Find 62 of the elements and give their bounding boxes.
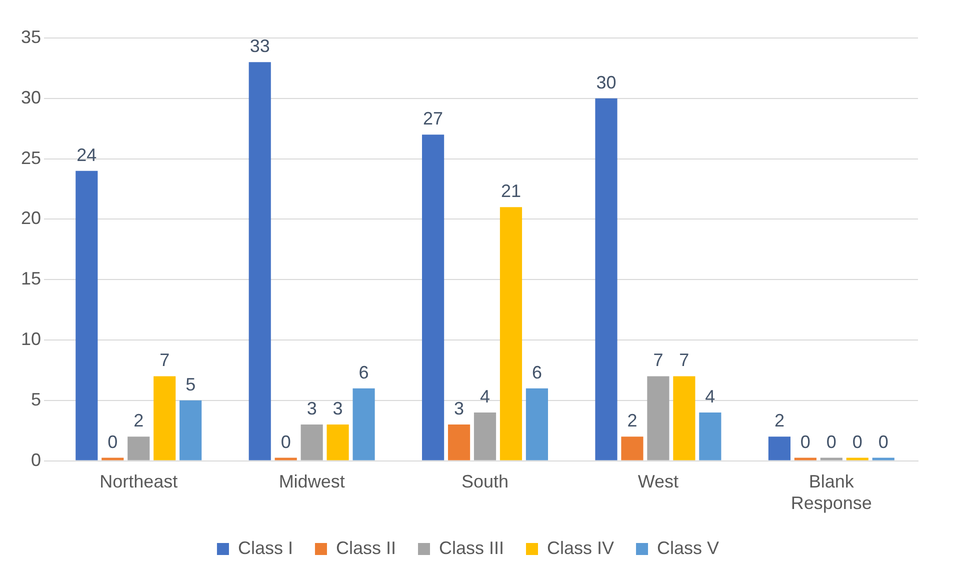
data-label: 4 [480,386,490,406]
data-label: 0 [108,432,118,452]
bar [768,436,790,460]
x-tick-label: Blank Response [790,472,872,514]
data-label: 30 [596,72,616,92]
legend-label: Class III [438,538,504,558]
y-tick-label: 20 [20,208,42,228]
y-tick-label: 5 [31,389,42,410]
bar [699,412,722,460]
bar [647,376,670,460]
data-label: 6 [358,362,369,382]
data-label: 2 [774,410,784,431]
data-label: 7 [653,350,664,370]
data-label: 33 [250,36,270,56]
legend-label: Class I [238,538,293,558]
x-tick-label: South [461,472,509,492]
data-label: 5 [186,374,196,394]
y-tick-label: 35 [20,26,42,47]
bar [154,376,176,460]
bar [180,400,202,460]
data-label: 0 [280,432,291,452]
bar [326,424,349,460]
data-label: 0 [878,432,888,452]
bar [526,388,548,460]
bar [300,424,323,460]
x-tick-label: Midwest [278,472,345,492]
bar [76,170,98,460]
y-tick-label: 25 [20,148,42,168]
bar [248,62,271,460]
data-label: 7 [679,350,690,370]
y-tick-label: 30 [20,87,42,108]
data-label: 3 [454,398,464,419]
data-label: 0 [826,432,836,452]
bar [474,412,496,460]
data-label: 0 [852,432,862,452]
legend-label: Class V [657,538,720,558]
data-label: 6 [532,362,542,382]
data-label: 24 [76,144,97,165]
data-label: 4 [705,386,716,406]
x-tick-label: West [638,472,679,492]
data-label: 3 [332,398,343,419]
data-label: 7 [160,350,170,370]
bar [673,376,696,460]
bar [500,207,522,460]
data-label: 0 [800,432,810,452]
bar [352,388,375,460]
x-tick-label: Northeast [100,472,178,492]
legend-label: Class IV [547,538,614,558]
data-label: 21 [500,181,522,202]
data-label: 27 [423,108,444,129]
legend-label: Class II [336,538,396,558]
y-tick-label: 0 [31,450,42,470]
y-tick-label: 15 [20,268,42,289]
bar [128,436,150,460]
y-tick-label: 10 [20,328,42,349]
bar [422,134,444,460]
data-label: 2 [627,410,638,431]
bar [595,98,618,460]
bar [448,424,470,460]
data-label: 3 [306,398,317,419]
data-label: 2 [134,410,144,431]
bar [621,436,644,460]
